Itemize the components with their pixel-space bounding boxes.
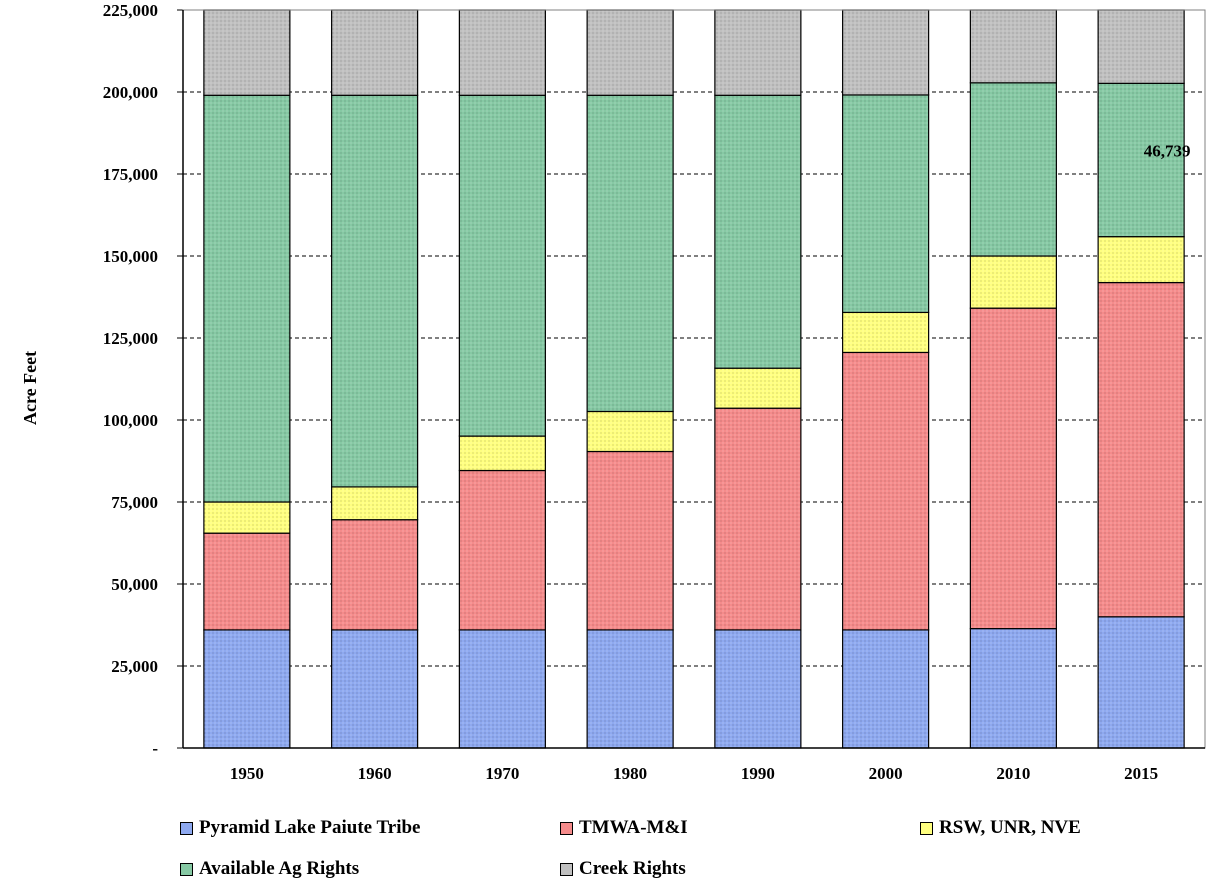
legend-item: TMWA-M&I [560,816,688,840]
legend-swatch [560,862,573,876]
bar-2010-pyramid-lake-paiute-tribe [969,628,1057,749]
y-tick-label: 100,000 [103,411,158,430]
legend-label: RSW, UNR, NVE [939,817,1081,838]
legend-swatch [560,821,573,835]
y-tick-label: 75,000 [111,493,158,512]
bar-2000-available-ag-rights [842,94,930,314]
legend-item: RSW, UNR, NVE [920,816,1081,840]
stacked-bar-chart: - 25,000 50,000 75,000 100,000 125,000 150,000… [20,1,1206,783]
legend-label: Available Ag Rights [199,858,360,879]
y-tick-label: 150,000 [103,247,158,266]
bar-1970-creek-rights [458,9,546,96]
bar-1960-pyramid-lake-paiute-tribe [331,629,419,749]
bar-1960-creek-rights [331,9,419,96]
legend-label: TMWA-M&I [579,817,688,838]
y-tick-label: 25,000 [111,657,158,676]
bar-1990-tmwa-m-i [714,407,802,631]
x-tick-label: 1960 [358,764,392,783]
y-tick-label: 175,000 [103,165,158,184]
bar-2015-rsw-unr-nve [1097,236,1185,284]
y-tick-label: 50,000 [111,575,158,594]
bars [203,9,1185,749]
bar-1980-creek-rights [586,9,674,96]
y-axis-title: Acre Feet [20,351,40,425]
y-tick-label: - [152,739,158,758]
x-tick-label: 2015 [1124,764,1158,783]
bar-2015-tmwa-m-i [1097,281,1185,618]
bar-2015-pyramid-lake-paiute-tribe [1097,616,1185,749]
bar-1960-tmwa-m-i [331,519,419,631]
legend-item: Pyramid Lake Paiute Tribe [180,816,420,840]
bar-2010-tmwa-m-i [969,307,1057,630]
y-tick-label: 225,000 [103,1,158,20]
bar-1980-tmwa-m-i [586,450,674,631]
bar-2000-pyramid-lake-paiute-tribe [842,629,930,749]
legend-label: Pyramid Lake Paiute Tribe [199,817,421,838]
legend-item: Creek Rights [560,857,686,881]
bar-1970-rsw-unr-nve [458,435,546,472]
bar-1950-rsw-unr-nve [203,501,291,534]
legend-swatch [920,821,933,835]
x-tick-label: 2000 [869,764,903,783]
axes: - 25,000 50,000 75,000 100,000 125,000 150,000… [103,1,1206,758]
x-tick-label: 1990 [741,764,775,783]
bar-1970-tmwa-m-i [458,469,546,631]
legend-swatch [180,821,193,835]
bar-2010-rsw-unr-nve [969,255,1057,309]
legend: Pyramid Lake Paiute Tribe TMWA-M&I RSW, UN… [180,812,1180,882]
x-tick-label: 1950 [230,764,264,783]
bar-1980-available-ag-rights [586,94,674,413]
bar-1950-pyramid-lake-paiute-tribe [203,629,291,749]
bar-1950-available-ag-rights [203,94,291,503]
bar-1960-available-ag-rights [331,94,419,488]
bar-1990-creek-rights [714,9,802,96]
bar-1980-pyramid-lake-paiute-tribe [586,629,674,749]
bar-2010-available-ag-rights [969,82,1057,257]
data-label: 46,739 [1144,141,1191,160]
bar-1970-pyramid-lake-paiute-tribe [458,629,546,749]
bar-2015-creek-rights [1097,9,1185,84]
bar-2000-creek-rights [842,9,930,96]
bar-1990-pyramid-lake-paiute-tribe [714,629,802,749]
x-tick-label: 1970 [485,764,519,783]
bar-1990-available-ag-rights [714,94,802,369]
x-tick-label: 2010 [996,764,1030,783]
bar-1970-available-ag-rights [458,94,546,437]
bar-2015-available-ag-rights [1097,82,1185,238]
legend-swatch [180,862,193,876]
y-tick-label: 200,000 [103,83,158,102]
x-tick-label: 1980 [613,764,647,783]
bar-1950-tmwa-m-i [203,532,291,631]
bar-1990-rsw-unr-nve [714,367,802,409]
bar-1980-rsw-unr-nve [586,410,674,453]
bar-2000-tmwa-m-i [842,351,930,631]
legend-label: Creek Rights [579,858,686,879]
legend-item: Available Ag Rights [180,857,359,881]
y-tick-label: 125,000 [103,329,158,348]
bar-1960-rsw-unr-nve [331,486,419,521]
bar-1950-creek-rights [203,9,291,96]
bar-2000-rsw-unr-nve [842,311,930,354]
bar-2010-creek-rights [969,9,1057,84]
labels: 1950 1960 1970 1980 1990 2000 2010 46,739 2015 [230,141,1191,783]
